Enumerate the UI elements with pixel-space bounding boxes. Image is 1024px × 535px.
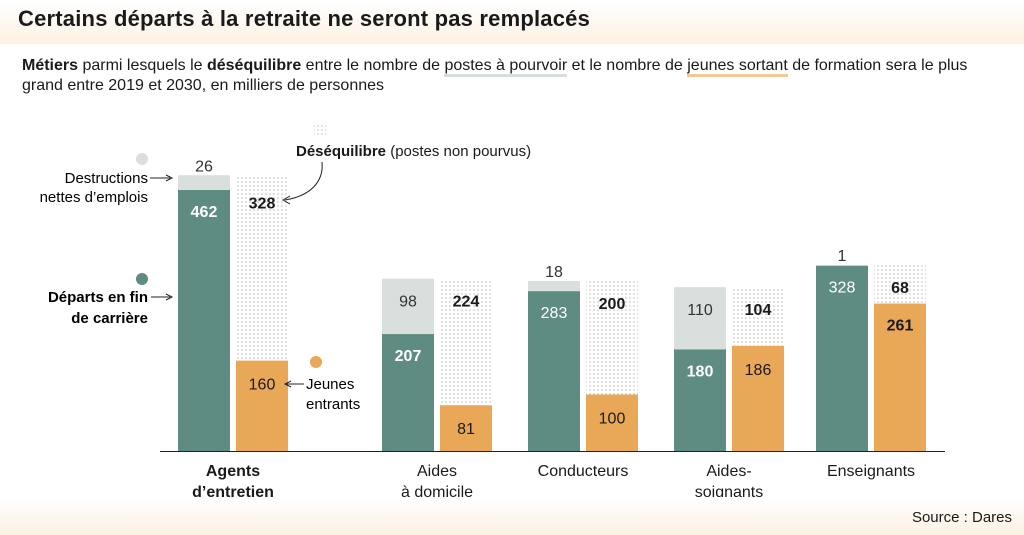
- chart-subtitle: Métiers parmi lesquels le déséquilibre e…: [22, 56, 982, 96]
- category-label: à domicile: [401, 484, 473, 501]
- bar-desequilibre: [236, 175, 288, 361]
- subtitle-part: Métiers: [22, 57, 79, 74]
- value-label-destructions: 26: [195, 158, 213, 175]
- bar-jeunes: [236, 360, 288, 451]
- source-note: Source : Dares: [911, 509, 1012, 526]
- legend-desequilibre: Déséquilibre (postes non pourvus): [296, 143, 531, 160]
- source-band: [0, 497, 1024, 535]
- value-label-desequilibre: 328: [249, 195, 276, 212]
- value-label-jeunes: 100: [599, 411, 626, 428]
- subtitle-part: de formation sera le plus grand entre 20…: [22, 57, 968, 94]
- bar-departs: [528, 291, 580, 451]
- value-label-destructions: 18: [545, 264, 563, 281]
- subtitle-part: parmi lesquels le: [78, 57, 207, 74]
- subtitle-part: entre le nombre de: [301, 57, 445, 74]
- value-label-desequilibre: 68: [891, 280, 909, 297]
- legend-destructions-line1: Destructions: [65, 170, 148, 187]
- bar-desequilibre: [586, 280, 638, 395]
- subtitle-highlight-jeunes: jeunes sortant: [687, 57, 788, 77]
- subtitle-highlight-postes: postes à pourvoir: [444, 57, 568, 77]
- bar-departs: [674, 349, 726, 451]
- value-label-departs: 283: [541, 305, 568, 322]
- chart-title: Certains départs à la retraite ne seront…: [18, 6, 591, 31]
- category-label: soignants: [695, 484, 764, 501]
- category-label: Aides-: [706, 463, 751, 480]
- bar-jeunes: [586, 394, 638, 451]
- category-label: Conducteurs: [538, 463, 629, 480]
- value-label-departs: 462: [191, 204, 218, 221]
- bar-departs: [178, 189, 230, 451]
- category-label: Enseignants: [827, 463, 915, 480]
- bar-desequilibre: [732, 287, 784, 346]
- legend-dot-destructions: [136, 153, 148, 165]
- value-label-destructions: 1: [838, 248, 847, 265]
- value-label-desequilibre: 224: [453, 294, 480, 311]
- bar-destructions: [382, 278, 434, 335]
- legend-destructions-line2: nettes d’emplois: [40, 189, 148, 206]
- legend-swatch-desequilibre: [314, 124, 326, 136]
- legend-desequilibre-bold: Déséquilibre: [296, 143, 386, 160]
- bar-departs: [816, 265, 868, 451]
- legend-arrowhead-desequilibre: [281, 195, 291, 205]
- value-label-jeunes: 81: [457, 421, 475, 438]
- bar-jeunes: [874, 303, 926, 451]
- bar-destructions: [816, 265, 868, 266]
- bar-jeunes: [440, 405, 492, 451]
- bar-destructions: [674, 287, 726, 350]
- legend-arrowhead-jeunes: [283, 380, 292, 388]
- value-label-jeunes: 160: [249, 377, 276, 394]
- category-label: d’entretien: [192, 484, 274, 501]
- legend-dot-jeunes: [310, 356, 322, 368]
- bar-destructions: [528, 280, 580, 292]
- legend-dot-departs: [136, 273, 148, 285]
- category-label: Agents: [206, 463, 260, 480]
- value-label-destructions: 110: [687, 302, 713, 319]
- legend-arrowhead-departs: [165, 293, 174, 301]
- subtitle-part: déséquilibre: [206, 57, 302, 74]
- legend-departs-line1: Départs en fin: [48, 289, 148, 306]
- value-label-destructions: 98: [399, 294, 417, 311]
- legend-arrowhead-destructions: [165, 174, 174, 182]
- value-label-departs: 207: [395, 348, 422, 365]
- value-label-departs: 328: [829, 280, 856, 297]
- value-label-desequilibre: 104: [745, 302, 772, 319]
- value-label-jeunes: 261: [887, 318, 914, 335]
- bar-jeunes: [732, 345, 784, 451]
- legend-desequilibre-rest: (postes non pourvus): [386, 143, 531, 160]
- legend-departs-line2: de carrière: [71, 310, 148, 327]
- subtitle-part: et le nombre de: [567, 57, 688, 74]
- category-label: Aides: [417, 463, 457, 480]
- bar-desequilibre: [440, 278, 492, 406]
- bar-departs: [382, 334, 434, 451]
- value-label-desequilibre: 200: [599, 296, 626, 313]
- value-label-jeunes: 186: [745, 362, 772, 379]
- bar-destructions: [178, 175, 230, 190]
- value-label-departs: 180: [687, 363, 714, 380]
- bar-desequilibre: [874, 265, 926, 304]
- legend-arrow-desequilibre: [284, 161, 323, 201]
- legend-jeunes-line1: Jeunes: [306, 376, 354, 393]
- legend-jeunes-line2: entrants: [306, 396, 360, 413]
- title-band: [0, 0, 1024, 44]
